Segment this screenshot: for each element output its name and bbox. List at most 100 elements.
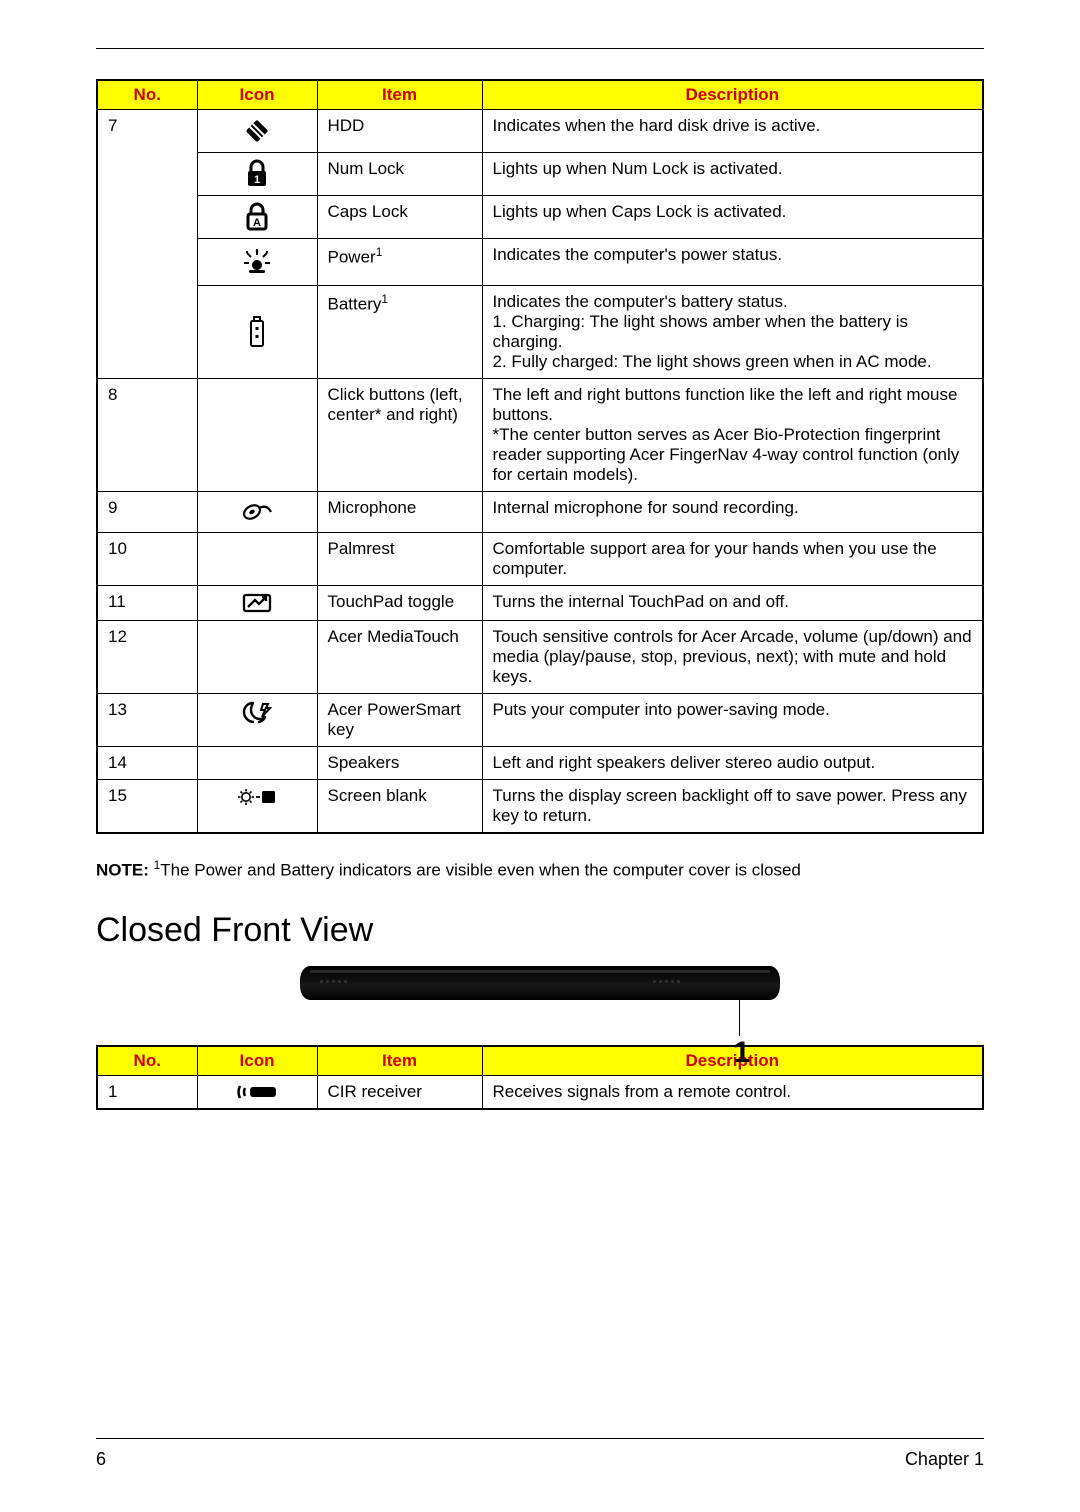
laptop-closed-bar <box>300 966 780 1000</box>
callout-number: 1 <box>733 1036 750 1070</box>
note-footnote: NOTE: 1The Power and Battery indicators … <box>96 858 984 881</box>
table-row: 15 <box>97 780 983 834</box>
cell-icon: 1 <box>197 153 317 196</box>
cell-desc: Receives signals from a remote control. <box>482 1075 983 1109</box>
col-desc: Description <box>482 80 983 110</box>
table-row: A Caps Lock Lights up when Caps Lock is … <box>97 196 983 239</box>
callout-line <box>739 996 740 1036</box>
numlock-icon: 1 <box>244 163 270 182</box>
cell-desc: The left and right buttons function like… <box>482 379 983 492</box>
cell-icon <box>197 239 317 286</box>
led-dots-left <box>320 980 347 983</box>
cell-item: Power1 <box>317 239 482 286</box>
table-row: 13 Acer PowerSmart key Puts your compute… <box>97 694 983 747</box>
table-row: 10 Palmrest Comfortable support area for… <box>97 533 983 586</box>
desc-line: 2. Fully charged: The light shows green … <box>493 352 973 372</box>
cell-no: 11 <box>97 586 197 621</box>
cell-item: Battery1 <box>317 286 482 379</box>
cell-no: 10 <box>97 533 197 586</box>
cell-item: Click buttons (left, center* and right) <box>317 379 482 492</box>
screen-blank-icon <box>237 786 277 805</box>
cell-desc: Indicates the computer's power status. <box>482 239 983 286</box>
cell-item: HDD <box>317 110 482 153</box>
table-header-row: No. Icon Item Description <box>97 80 983 110</box>
list-text: Fully charged: The light shows green whe… <box>507 352 932 371</box>
cell-desc: Indicates the computer's battery status.… <box>482 286 983 379</box>
col-icon: Icon <box>197 80 317 110</box>
item-text: Battery <box>328 295 382 314</box>
table-row: 7 HDD Indicates when the hard disk drive… <box>97 110 983 153</box>
cell-icon <box>197 533 317 586</box>
item-sup: 1 <box>376 245 383 259</box>
table-row: Power1 Indicates the computer's power st… <box>97 239 983 286</box>
cell-desc: Turns the internal TouchPad on and off. <box>482 586 983 621</box>
cell-item: Palmrest <box>317 533 482 586</box>
col-no: No. <box>97 1046 197 1076</box>
cell-icon <box>197 492 317 533</box>
cell-desc: Comfortable support area for your hands … <box>482 533 983 586</box>
cell-no: 1 <box>97 1075 197 1109</box>
cell-item: Screen blank <box>317 780 482 834</box>
table-row: 12 Acer MediaTouch Touch sensitive contr… <box>97 621 983 694</box>
cell-item: CIR receiver <box>317 1075 482 1109</box>
touchpad-toggle-icon <box>242 592 272 611</box>
note-text: The Power and Battery indicators are vis… <box>160 861 801 880</box>
cell-icon <box>197 286 317 379</box>
table-row: 8 Click buttons (left, center* and right… <box>97 379 983 492</box>
top-rule <box>96 48 984 49</box>
cell-no: 9 <box>97 492 197 533</box>
note-label: NOTE: <box>96 861 154 880</box>
page-footer: 6 Chapter 1 <box>96 1438 984 1470</box>
cir-receiver-icon <box>236 1082 278 1101</box>
cell-item: Caps Lock <box>317 196 482 239</box>
table-row: 1 CIR receiver Receives signals from a r… <box>97 1075 983 1109</box>
cell-icon <box>197 621 317 694</box>
cell-no: 7 <box>97 110 197 379</box>
item-text: Power <box>328 248 376 267</box>
cell-icon <box>197 586 317 621</box>
table-row: 11 TouchPad toggle Turns the internal To… <box>97 586 983 621</box>
chapter-label: Chapter 1 <box>905 1449 984 1470</box>
hdd-icon <box>242 120 272 139</box>
closed-front-table: No. Icon Item Description 1 <box>96 1045 984 1111</box>
list-number: 1. <box>493 312 507 331</box>
led-dots-right <box>653 980 680 983</box>
cell-desc: Turns the display screen backlight off t… <box>482 780 983 834</box>
cell-desc: Touch sensitive controls for Acer Arcade… <box>482 621 983 694</box>
battery-icon <box>247 321 267 340</box>
cell-item: Microphone <box>317 492 482 533</box>
cell-item: Acer MediaTouch <box>317 621 482 694</box>
power-indicator-icon <box>240 251 274 270</box>
document-page: No. Icon Item Description 7 HDD Indicate… <box>0 0 1080 1512</box>
col-item: Item <box>317 1046 482 1076</box>
table-row: 14 Speakers Left and right speakers deli… <box>97 747 983 780</box>
col-icon: Icon <box>197 1046 317 1076</box>
desc-line: 1. Charging: The light shows amber when … <box>493 312 973 352</box>
list-number: 2. <box>493 352 507 371</box>
cell-icon <box>197 1075 317 1109</box>
table-row: 9 Microphone Internal microphone for sou… <box>97 492 983 533</box>
cell-icon <box>197 780 317 834</box>
cell-desc: Puts your computer into power-saving mod… <box>482 694 983 747</box>
cell-item: TouchPad toggle <box>317 586 482 621</box>
indicators-table: No. Icon Item Description 7 HDD Indicate… <box>96 79 984 834</box>
cell-item: Acer PowerSmart key <box>317 694 482 747</box>
svg-text:1: 1 <box>254 174 260 186</box>
cell-icon <box>197 694 317 747</box>
svg-text:A: A <box>253 217 261 229</box>
item-sup: 1 <box>381 292 388 306</box>
capslock-icon: A <box>244 206 270 225</box>
cell-desc: Lights up when Num Lock is activated. <box>482 153 983 196</box>
cell-no: 12 <box>97 621 197 694</box>
cell-no: 14 <box>97 747 197 780</box>
microphone-icon <box>240 501 274 520</box>
cell-icon: A <box>197 196 317 239</box>
cell-desc: Internal microphone for sound recording. <box>482 492 983 533</box>
cell-icon <box>197 110 317 153</box>
cell-no: 13 <box>97 694 197 747</box>
cell-desc: Lights up when Caps Lock is activated. <box>482 196 983 239</box>
cell-icon <box>197 379 317 492</box>
table-row: 1 Num Lock Lights up when Num Lock is ac… <box>97 153 983 196</box>
cell-no: 15 <box>97 780 197 834</box>
closed-front-figure: 1 <box>96 966 984 1005</box>
